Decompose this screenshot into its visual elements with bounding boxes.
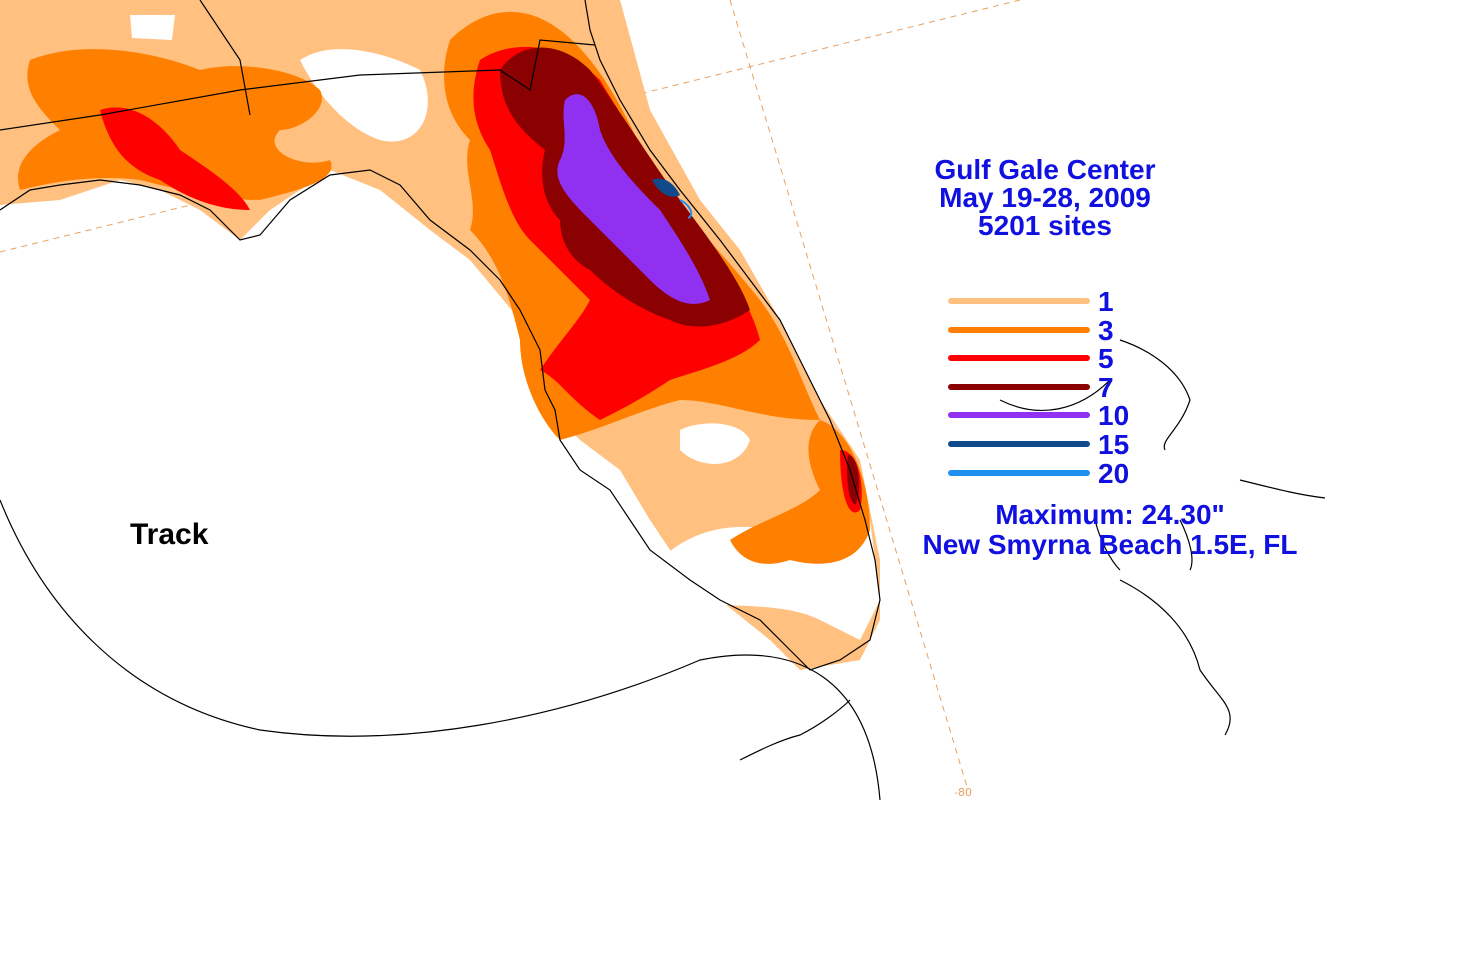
legend-label: 10 <box>1098 400 1130 432</box>
legend-swatch <box>948 412 1090 419</box>
legend-item: 3 <box>948 314 1148 346</box>
legend-label: 3 <box>1098 314 1114 346</box>
title-line-1: Gulf Gale Center <box>934 154 1156 185</box>
legend-swatch <box>948 383 1090 390</box>
legend-label: 1 <box>1098 286 1114 317</box>
legend-item: 20 <box>948 457 1148 489</box>
title-line-3: 5201 sites <box>978 210 1112 241</box>
legend-item: 7 <box>948 371 1148 403</box>
maximum-annotation: Maximum: 24.30" New Smyrna Beach 1.5E, F… <box>880 500 1340 560</box>
coastline-outline <box>0 0 1326 801</box>
longitude-label: -80 <box>954 786 972 799</box>
legend-swatch <box>948 469 1090 476</box>
legend-label: 15 <box>1098 428 1130 460</box>
map-title: Gulf Gale Center May 19-28, 2009 5201 si… <box>880 156 1210 240</box>
legend-swatch <box>948 298 1090 304</box>
legend: 1 3 5 7 10 15 20 <box>948 288 1148 488</box>
legend-label: 20 <box>1098 457 1130 489</box>
legend-swatch <box>948 326 1090 333</box>
track-label: Track <box>130 518 209 551</box>
legend-item: 5 <box>948 345 1148 374</box>
maximum-value: Maximum: 24.30" <box>995 499 1225 530</box>
legend-swatch <box>948 355 1090 362</box>
rainfall-10in-area <box>557 94 710 304</box>
title-line-2: May 19-28, 2009 <box>939 182 1151 213</box>
maximum-location: New Smyrna Beach 1.5E, FL <box>922 529 1298 560</box>
legend-item: 10 <box>948 402 1148 431</box>
legend-label: 5 <box>1098 343 1114 375</box>
rainfall-20in-area <box>679 199 693 219</box>
legend-item: 15 <box>948 428 1148 460</box>
legend-swatch <box>948 440 1090 447</box>
graticule-lines <box>0 0 1021 791</box>
rainfall-15in-area <box>652 178 680 197</box>
legend-label: 7 <box>1098 371 1114 403</box>
legend-item: 1 <box>948 288 1148 317</box>
